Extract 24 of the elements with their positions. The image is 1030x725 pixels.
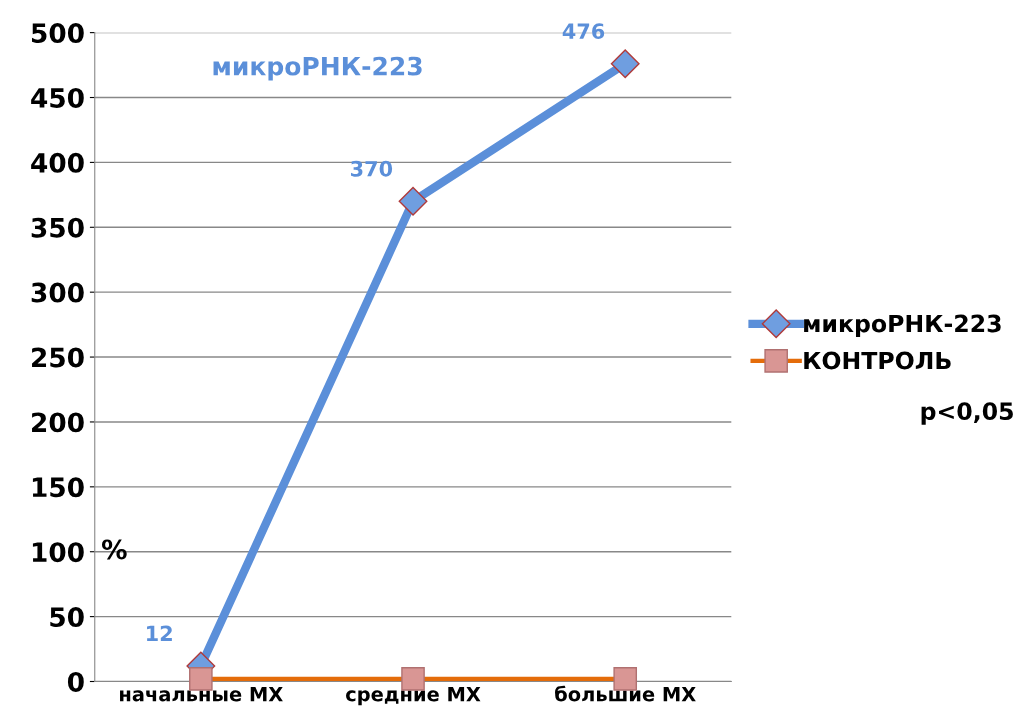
- legend-label: микроРНК-223: [804, 314, 1001, 337]
- data-label: 476: [562, 23, 605, 40]
- y-tick-label: 300: [31, 282, 84, 303]
- point: [398, 186, 428, 216]
- y-tick-label: 500: [31, 23, 84, 44]
- y-tick-label: 350: [31, 217, 84, 238]
- y-tick-label: 100: [32, 542, 84, 563]
- y-axis-title: %: [101, 539, 127, 560]
- y-tick-label: 150: [32, 477, 84, 498]
- legend-label: КОНТРОЛЬ: [804, 351, 951, 370]
- data-label: 12: [147, 625, 172, 641]
- x-tick-label: большие МХ: [555, 685, 696, 702]
- y-tick-label: 400: [31, 152, 84, 173]
- y-tick-label: 250: [32, 347, 84, 368]
- point: [610, 49, 640, 79]
- x-tick-label: средние МХ: [346, 686, 481, 706]
- y-tick-label: 0: [67, 671, 84, 692]
- x-tick-label: начальные МХ: [120, 686, 283, 702]
- data-label: 370: [351, 160, 393, 177]
- y-tick-label: 50: [50, 607, 84, 628]
- text: p<0,05: [921, 402, 1013, 425]
- y-tick-label: 200: [32, 412, 84, 433]
- text: микроРНК-223: [213, 56, 422, 81]
- y-tick-label: 450: [31, 87, 84, 108]
